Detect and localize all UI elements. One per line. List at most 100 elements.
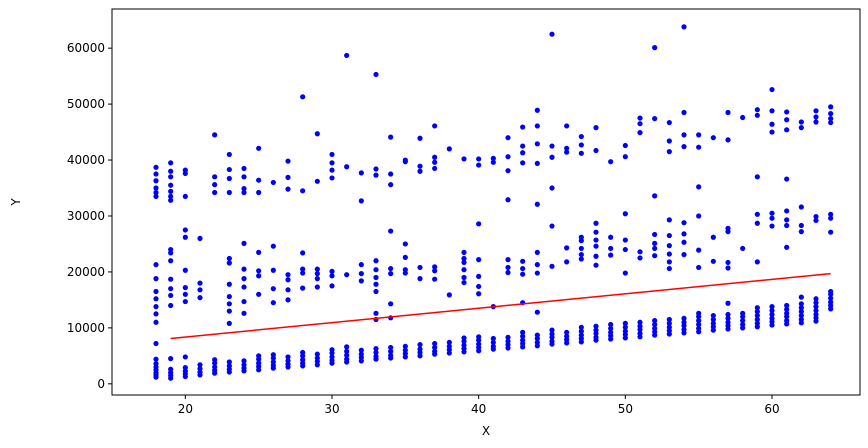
data-point (461, 255, 467, 262)
data-point (256, 291, 262, 297)
data-point (241, 165, 247, 172)
y-tick-label: 60000 (67, 41, 105, 55)
x-tick-label: 50 (618, 402, 633, 416)
data-point (226, 320, 232, 326)
data-point (828, 295, 834, 301)
data-point (564, 333, 570, 339)
data-point (549, 338, 555, 344)
data-point (564, 149, 570, 155)
data-point (740, 245, 746, 252)
data-point (461, 249, 467, 255)
data-point (285, 297, 291, 303)
trend-line-layer (170, 272, 831, 340)
data-point (168, 168, 174, 174)
data-point (314, 271, 320, 277)
y-axis: 0 10000 20000 30000 40000 50000 60000 (67, 41, 112, 391)
data-point (314, 351, 320, 357)
data-point (725, 315, 731, 321)
data-point (578, 324, 584, 330)
data-point (197, 280, 203, 286)
data-point (270, 267, 276, 273)
data-point (241, 362, 247, 368)
data-point (637, 121, 643, 127)
data-point (358, 198, 364, 204)
data-point (578, 256, 584, 262)
data-point (432, 348, 438, 354)
y-tick-label: 30000 (67, 209, 105, 223)
data-point (652, 116, 658, 122)
data-point (256, 249, 262, 255)
data-point (813, 304, 819, 310)
data-point (666, 316, 672, 323)
data-point (182, 267, 188, 273)
data-point (461, 156, 467, 162)
data-point (593, 243, 599, 249)
data-point (813, 307, 819, 314)
data-point (754, 211, 760, 217)
data-point (358, 271, 364, 277)
data-point (740, 321, 746, 328)
data-point (476, 291, 482, 297)
data-point (754, 312, 760, 319)
data-point (754, 309, 760, 315)
data-point (813, 217, 819, 224)
data-point (285, 272, 291, 278)
data-point (828, 211, 834, 217)
data-point (314, 276, 320, 282)
data-point (256, 273, 262, 279)
data-point (226, 301, 232, 307)
data-point (388, 171, 394, 177)
data-point (828, 119, 834, 126)
x-tick-label: 20 (178, 402, 193, 416)
data-point (241, 284, 247, 290)
x-tick-label: 40 (471, 402, 486, 416)
data-point (725, 225, 731, 231)
data-point (696, 321, 702, 328)
data-point (490, 155, 496, 161)
data-point (256, 353, 262, 359)
data-point (270, 243, 276, 249)
data-point (417, 346, 423, 352)
data-point (769, 108, 775, 114)
data-point (549, 327, 555, 333)
data-point (197, 235, 203, 241)
y-tick-label: 40000 (67, 153, 105, 167)
data-point (754, 305, 760, 311)
data-point (725, 137, 731, 143)
data-point (813, 114, 819, 120)
data-point (373, 353, 379, 359)
data-point (784, 117, 790, 123)
data-point (681, 132, 687, 138)
data-point (784, 318, 790, 324)
data-point (329, 151, 335, 158)
data-point (153, 185, 159, 191)
data-point (696, 184, 702, 190)
data-point (505, 257, 511, 263)
data-point (285, 358, 291, 364)
data-point (329, 347, 335, 353)
data-point (534, 160, 540, 166)
data-point (784, 208, 790, 214)
data-point (505, 338, 511, 344)
data-point (681, 231, 687, 237)
data-point (388, 271, 394, 277)
data-point (798, 309, 804, 315)
data-point (197, 295, 203, 301)
data-point (652, 253, 658, 259)
data-point (153, 276, 159, 282)
data-point (520, 329, 526, 335)
data-point (256, 268, 262, 274)
data-point (608, 325, 614, 332)
x-tick-label: 60 (764, 402, 779, 416)
data-point (226, 260, 232, 266)
data-point (285, 158, 291, 164)
data-point (520, 150, 526, 156)
data-point (784, 109, 790, 115)
data-point (153, 178, 159, 184)
data-point (813, 296, 819, 302)
data-point (285, 186, 291, 192)
data-point (608, 234, 614, 240)
data-point (505, 269, 511, 276)
data-point (593, 334, 599, 340)
data-point (666, 119, 672, 126)
